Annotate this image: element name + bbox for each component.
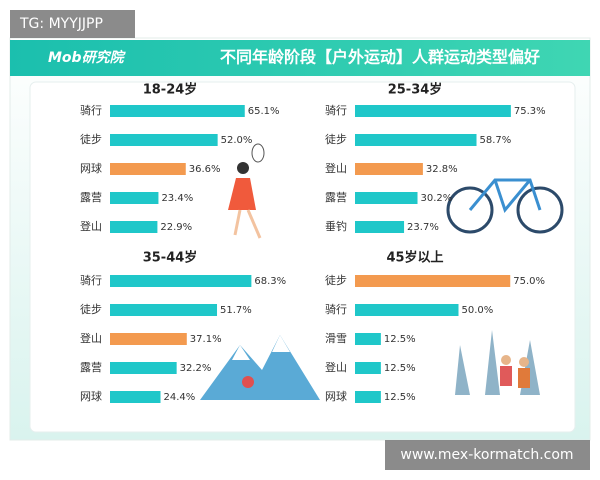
category-label: 徒步 — [80, 302, 102, 316]
value-label: 30.2% — [421, 193, 453, 204]
bar — [355, 221, 405, 233]
category-label: 骑行 — [80, 274, 102, 287]
value-label: 52.0% — [221, 135, 253, 146]
value-label: 12.5% — [384, 363, 416, 374]
category-label: 网球 — [325, 389, 347, 403]
logo: Mob研究院 — [48, 49, 127, 66]
bar — [110, 105, 245, 117]
bar — [355, 362, 381, 374]
category-label: 登山 — [325, 161, 347, 175]
value-label: 32.8% — [426, 164, 458, 175]
category-label: 登山 — [80, 219, 102, 233]
category-label: 骑行 — [80, 104, 102, 117]
footer-box — [385, 440, 590, 470]
category-label: 露营 — [80, 190, 102, 204]
bar — [355, 105, 511, 117]
category-label: 登山 — [325, 360, 347, 374]
watermark: TG: MYYJJPP — [19, 16, 103, 32]
bar — [355, 163, 423, 175]
bar — [110, 192, 159, 204]
category-label: 露营 — [80, 360, 102, 374]
category-label: 露营 — [325, 190, 347, 204]
bar — [355, 333, 381, 345]
bar — [355, 192, 418, 204]
bar — [110, 134, 218, 146]
value-label: 68.3% — [254, 276, 286, 287]
landmarks — [455, 330, 540, 395]
category-label: 网球 — [80, 389, 102, 403]
value-label: 12.5% — [384, 392, 416, 403]
tennis-player — [228, 143, 265, 239]
bar — [355, 304, 459, 316]
value-label: 23.4% — [161, 193, 193, 204]
category-label: 垂钓 — [325, 219, 347, 233]
bar — [355, 391, 381, 403]
header-title: 不同年龄阶段【户外运动】人群运动类型偏好 — [220, 48, 540, 67]
panel-title: 35-44岁 — [143, 250, 198, 266]
bar — [355, 275, 511, 287]
bar — [110, 304, 218, 316]
panel-title: 45岁以上 — [386, 250, 443, 266]
panel-title: 25-34岁 — [388, 82, 443, 98]
category-label: 骑行 — [325, 104, 347, 117]
value-label: 75.3% — [514, 106, 546, 117]
category-label: 网球 — [80, 161, 102, 175]
category-label: 徒步 — [325, 273, 347, 287]
category-label: 登山 — [80, 331, 102, 345]
panel-title: 18-24岁 — [143, 82, 198, 98]
watermark-box — [10, 10, 135, 38]
bar — [110, 333, 187, 345]
value-label: 51.7% — [220, 305, 252, 316]
bar — [110, 362, 177, 374]
category-label: 徒步 — [325, 132, 347, 146]
footer-url: www.mex-kormatch.com — [400, 447, 573, 463]
value-label: 12.5% — [384, 334, 416, 345]
bar — [110, 163, 186, 175]
category-label: 骑行 — [325, 303, 347, 316]
value-label: 37.1% — [190, 334, 222, 345]
value-label: 23.7% — [407, 222, 439, 233]
value-label: 50.0% — [462, 305, 494, 316]
bicycle — [446, 178, 564, 234]
header-band — [10, 40, 590, 76]
value-label: 75.0% — [513, 276, 545, 287]
mountains — [200, 335, 320, 400]
value-label: 36.6% — [189, 164, 221, 175]
category-label: 徒步 — [80, 132, 102, 146]
value-label: 24.4% — [164, 392, 196, 403]
bar — [110, 275, 252, 287]
value-label: 65.1% — [248, 106, 280, 117]
category-label: 滑雪 — [325, 332, 347, 345]
bar — [355, 134, 477, 146]
bar — [110, 221, 158, 233]
value-label: 58.7% — [480, 135, 512, 146]
value-label: 32.2% — [180, 363, 212, 374]
value-label: 22.9% — [160, 222, 192, 233]
bar — [110, 391, 161, 403]
